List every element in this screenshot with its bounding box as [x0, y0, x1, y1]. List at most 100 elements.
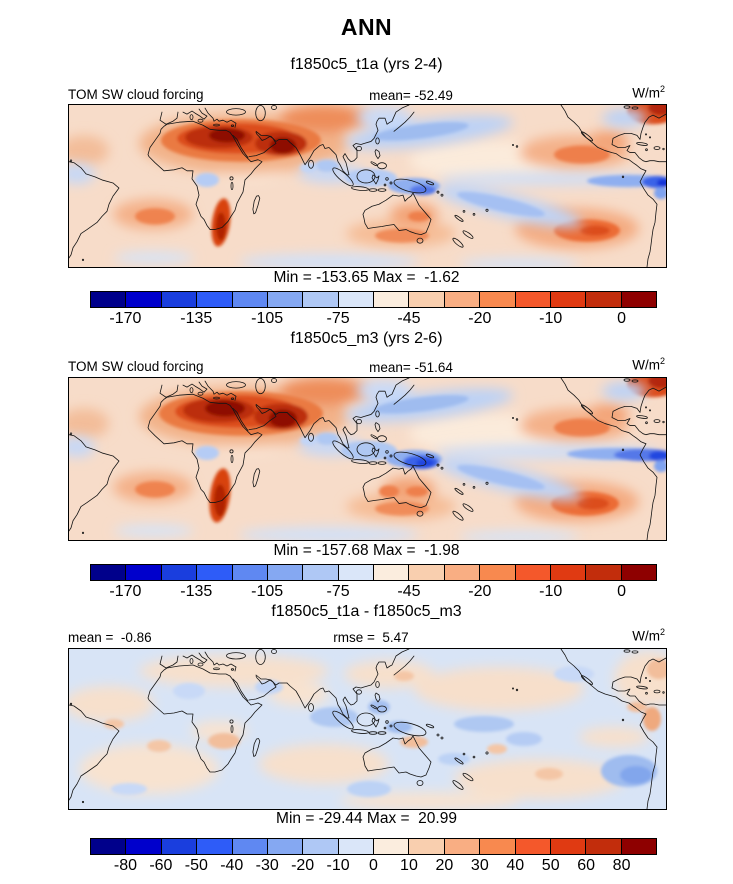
- colorbar-cell: [480, 292, 516, 307]
- colorbar-tick-label: 0: [369, 857, 378, 874]
- colorbar-cell: [303, 565, 339, 580]
- colorbar-cell: [374, 292, 410, 307]
- panel-3-subtitle: f1850c5_t1a - f1850c5_m3: [271, 603, 462, 620]
- colorbar-cell: [586, 839, 622, 854]
- contour-shading-cool-core: [195, 122, 666, 217]
- colorbar-cell: [126, 839, 162, 854]
- colorbar-cell: [338, 292, 374, 307]
- colorbar-tick-label: -45: [397, 583, 421, 600]
- panel-2-map: [68, 377, 667, 541]
- contour-shading-cool-core: [111, 666, 657, 797]
- colorbar-cell: [267, 839, 304, 854]
- colorbar-cell: [91, 839, 127, 854]
- colorbar-cell: [515, 839, 551, 854]
- panel-3-units-label: W/m2: [632, 627, 665, 644]
- colorbar-cell: [515, 565, 551, 580]
- colorbar-cells: [90, 838, 657, 855]
- colorbar-cell: [409, 565, 445, 580]
- colorbar-cell: [374, 839, 410, 854]
- colorbar-cell: [338, 565, 374, 580]
- colorbar-cell: [444, 292, 481, 307]
- colorbar-cell: [586, 565, 622, 580]
- contour-shading-warm-soft: [69, 651, 666, 809]
- colorbar-tick-label: -10: [326, 857, 350, 874]
- colorbar-tick-label: -30: [255, 857, 279, 874]
- colorbar-cell: [232, 292, 268, 307]
- colorbar-tick-label: -60: [149, 857, 173, 874]
- colorbar-cell: [126, 292, 162, 307]
- panel-3-minmax-label: Min = -29.44 Max = 20.99: [276, 810, 457, 827]
- colorbar-tick-label: 40: [506, 857, 525, 874]
- colorbar-cell: [232, 839, 268, 854]
- colorbar-tick-label: 20: [435, 857, 454, 874]
- panel-1-field-label: TOM SW cloud forcing: [68, 87, 204, 102]
- panel-1-colorbar: -170 -135 -105 -75 -45 -20 -10 0: [90, 291, 657, 329]
- colorbar-cell: [161, 839, 198, 854]
- page-title: ANN: [340, 14, 393, 40]
- colorbar-cell: [161, 565, 198, 580]
- colorbar-tick-label: -170: [109, 583, 142, 600]
- panel-1-map: [68, 104, 667, 268]
- colorbar-cell: [232, 565, 268, 580]
- colorbar-tick-label: -20: [468, 310, 492, 327]
- colorbar-cell: [621, 565, 656, 580]
- colorbar-cells: [90, 291, 657, 308]
- contour-shading-warm-core: [104, 659, 666, 780]
- colorbar-tick-label: -10: [539, 583, 563, 600]
- colorbar-cell: [374, 565, 410, 580]
- contour-shading-warm-core: [135, 105, 666, 247]
- colorbar-tick-label: 30: [470, 857, 489, 874]
- colorbar-tick-label: -80: [113, 857, 137, 874]
- panel-1-units-label: W/m2: [632, 84, 665, 101]
- panel-3-colorbar: -80 -60 -50 -40 -30 -20 -10 0 10 20 30 40 50 60 80: [90, 838, 657, 876]
- colorbar-cell: [338, 839, 374, 854]
- colorbar-cell: [303, 292, 339, 307]
- colorbar-tick-label: -170: [109, 310, 142, 327]
- panel-2-minmax-label: Min = -157.68 Max = -1.98: [273, 542, 460, 559]
- colorbar-cell: [161, 292, 198, 307]
- colorbar-tick-label: -10: [539, 310, 563, 327]
- colorbar-tick-label: -45: [397, 310, 421, 327]
- colorbar-cell: [409, 292, 445, 307]
- colorbar-tick-label: -135: [180, 310, 213, 327]
- colorbar-cell: [91, 292, 127, 307]
- colorbar-cell: [267, 292, 304, 307]
- colorbar-tick-label: -105: [251, 583, 284, 600]
- colorbar-tick-labels: -170 -135 -105 -75 -45 -20 -10 0: [90, 310, 657, 329]
- colorbar-cell: [197, 292, 233, 307]
- panel-2-subtitle: f1850c5_m3 (yrs 2-6): [290, 330, 443, 347]
- colorbar-cell: [515, 292, 551, 307]
- colorbar-cell: [444, 565, 481, 580]
- colorbar-cell: [550, 839, 587, 854]
- colorbar-cell: [550, 565, 587, 580]
- colorbar-cell: [409, 839, 445, 854]
- panel-3-map: [68, 648, 667, 810]
- colorbar-cell: [480, 565, 516, 580]
- colorbar-tick-labels: -170 -135 -105 -75 -45 -20 -10 0: [90, 583, 657, 602]
- colorbar-cell: [586, 292, 622, 307]
- colorbar-tick-label: 50: [541, 857, 560, 874]
- colorbar-cell: [197, 839, 233, 854]
- colorbar-cell: [126, 565, 162, 580]
- colorbar-cell: [621, 839, 656, 854]
- colorbar-cell: [91, 565, 127, 580]
- colorbar-tick-label: 0: [617, 310, 627, 327]
- colorbar-cell: [303, 839, 339, 854]
- colorbar-cell: [267, 565, 304, 580]
- panel-1-subtitle: f1850c5_t1a (yrs 2-4): [290, 56, 443, 73]
- colorbar-tick-label: -75: [326, 310, 350, 327]
- panel-1-minmax-label: Min = -153.65 Max = -1.62: [273, 269, 460, 286]
- panel-2-colorbar: -170 -135 -105 -75 -45 -20 -10 0: [90, 564, 657, 602]
- colorbar-cell: [444, 839, 481, 854]
- panel-2-field-label: TOM SW cloud forcing: [68, 359, 204, 374]
- colorbar-tick-label: 0: [617, 583, 627, 600]
- panel-3-rmse-label: rmse = 5.47: [333, 630, 409, 645]
- colorbar-tick-label: -50: [184, 857, 208, 874]
- colorbar-cell: [621, 292, 656, 307]
- colorbar-cells: [90, 564, 657, 581]
- panel-3-mean-label: mean = -0.86: [68, 630, 152, 645]
- colorbar-tick-label: 60: [577, 857, 596, 874]
- contour-shading-cool-core: [195, 395, 666, 490]
- colorbar-tick-label: -135: [180, 583, 213, 600]
